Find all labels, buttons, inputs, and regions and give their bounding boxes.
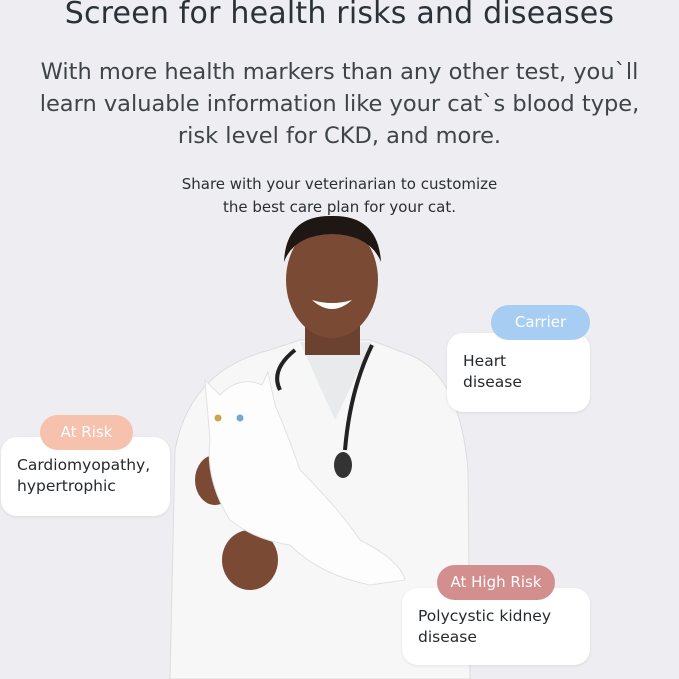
collar bbox=[300, 342, 372, 420]
subtitle-line: risk level for CKD, and more. bbox=[177, 123, 502, 149]
condition-text: disease bbox=[463, 373, 522, 391]
white-cat bbox=[204, 370, 406, 586]
status-badge-at-high-risk: At High Risk bbox=[437, 565, 555, 600]
head bbox=[286, 222, 378, 338]
subtitle-line: learn valuable information like your cat… bbox=[39, 91, 640, 117]
condition-text: Polycystic kidney bbox=[418, 607, 552, 625]
status-badge-carrier: Carrier bbox=[491, 305, 590, 340]
card-cardiomyopathy: Cardiomyopathy, hypertrophic bbox=[1, 437, 170, 516]
subtitle-line: With more health markers than any other … bbox=[40, 59, 639, 85]
status-badge-at-risk: At Risk bbox=[40, 415, 133, 450]
condition-text: hypertrophic bbox=[17, 477, 116, 495]
condition-text: Heart bbox=[463, 352, 507, 370]
smile bbox=[312, 300, 352, 309]
vet-note: Share with your veterinarian to customiz… bbox=[0, 173, 679, 219]
subtitle: With more health markers than any other … bbox=[0, 56, 679, 152]
note-line: Share with your veterinarian to customiz… bbox=[181, 175, 498, 193]
note-line: the best care plan for your cat. bbox=[222, 198, 456, 216]
hair bbox=[284, 215, 381, 262]
condition-text: Cardiomyopathy, bbox=[17, 456, 151, 474]
card-polycystic-kidney: Polycystic kidney disease bbox=[402, 588, 590, 665]
page-title: Screen for health risks and diseases bbox=[64, 0, 615, 31]
card-heart-disease: Heart disease bbox=[447, 333, 590, 412]
condition-text: disease bbox=[418, 628, 477, 646]
stethoscope bbox=[275, 344, 374, 451]
